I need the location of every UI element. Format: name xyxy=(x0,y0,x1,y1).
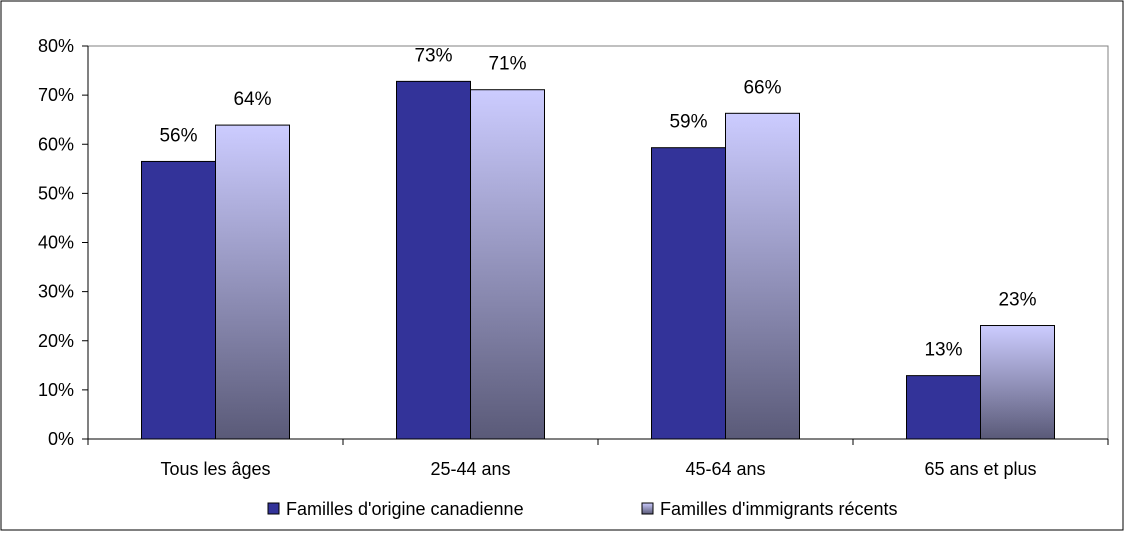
x-tick-label: 45-64 ans xyxy=(685,459,765,479)
data-label: 71% xyxy=(488,54,526,75)
legend-label: Familles d'immigrants récents xyxy=(660,499,898,519)
x-tick-label: 25-44 ans xyxy=(430,459,510,479)
bar-immigrants-2 xyxy=(725,112,800,440)
y-tick-label: 0% xyxy=(48,429,74,449)
y-tick-label: 50% xyxy=(38,183,74,203)
bars xyxy=(141,80,1055,440)
data-label: 56% xyxy=(159,125,197,146)
bar-immigrants-3 xyxy=(980,325,1055,440)
y-tick-label: 70% xyxy=(38,85,74,105)
bar-canadienne-1 xyxy=(396,80,471,440)
data-label: 73% xyxy=(414,45,452,66)
data-label: 59% xyxy=(669,112,707,133)
legend-swatch xyxy=(641,502,654,515)
y-tick-label: 80% xyxy=(38,36,74,56)
data-label: 66% xyxy=(743,77,781,98)
legend: Familles d'origine canadienne Familles d'… xyxy=(267,499,898,519)
data-label: 23% xyxy=(998,290,1036,311)
y-tick-label: 40% xyxy=(38,233,74,253)
x-tick-label: Tous les âges xyxy=(160,459,270,479)
y-tick-label: 30% xyxy=(38,282,74,302)
y-tick-label: 20% xyxy=(38,331,74,351)
y-tick-label: 10% xyxy=(38,380,74,400)
legend-label: Familles d'origine canadienne xyxy=(286,499,524,519)
bar-canadienne-2 xyxy=(651,147,726,440)
bar-immigrants-0 xyxy=(215,124,290,440)
x-tick-label: 65 ans et plus xyxy=(924,459,1036,479)
bar-immigrants-1 xyxy=(470,89,545,440)
data-label: 64% xyxy=(233,89,271,110)
data-labels: 56% 64% 73% 71% 59% 66% 13% 23% xyxy=(159,45,1036,360)
bar-canadienne-3 xyxy=(906,375,981,440)
legend-swatch xyxy=(267,502,280,515)
y-tick-label: 60% xyxy=(38,134,74,154)
x-axis: Tous les âges 25-44 ans 45-64 ans 65 ans et… xyxy=(87,438,1109,479)
bar-canadienne-0 xyxy=(141,160,216,440)
data-label: 13% xyxy=(924,340,962,361)
